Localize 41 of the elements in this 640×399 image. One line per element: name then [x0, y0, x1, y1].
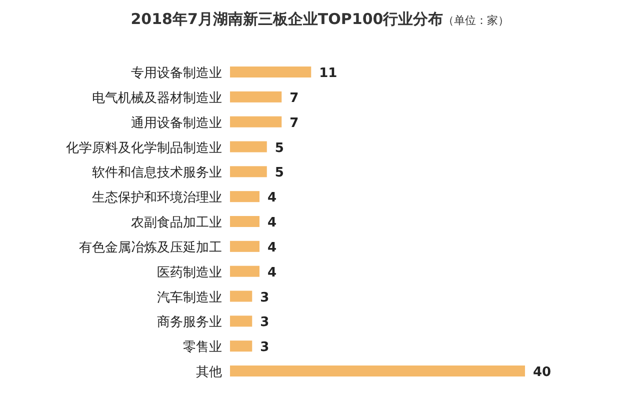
bar	[230, 191, 260, 202]
data-label: 4	[268, 216, 277, 230]
bar	[230, 141, 267, 152]
bar	[230, 240, 260, 252]
data-label: 40	[533, 365, 552, 380]
chart-title: 2018年7月湖南新三板企业TOP100行业分布	[130, 10, 444, 28]
y-tick-label: 电气机械及器材制造业	[92, 90, 222, 106]
bar	[230, 316, 252, 327]
data-label: 11	[319, 66, 338, 81]
data-label: 4	[268, 240, 277, 256]
bar	[230, 366, 525, 376]
y-tick-label: 软件和信息技术服务业	[92, 166, 222, 181]
y-tick-label: 有色金属冶炼及压延加工	[79, 240, 222, 256]
data-label: 5	[274, 140, 284, 156]
bar	[230, 290, 252, 302]
data-label: 7	[290, 116, 299, 131]
y-tick-label: 化学原料及化学制品制造业	[66, 140, 222, 156]
y-tick-label: 汽车制造业	[157, 290, 222, 306]
data-label: 5	[274, 166, 284, 181]
chart-subtitle: （单位：家）	[443, 14, 510, 27]
bar	[230, 216, 260, 227]
data-label: 4	[268, 190, 277, 206]
y-tick-label: 专用设备制造业	[131, 66, 222, 81]
y-tick-label: 医药制造业	[157, 265, 222, 280]
y-tick-label: 零售业	[183, 340, 222, 356]
y-tick-label: 农副食品加工业	[131, 216, 222, 230]
bar	[230, 66, 312, 78]
bar	[230, 91, 282, 102]
bar	[230, 116, 282, 128]
y-tick-label: 其他	[196, 365, 222, 380]
bar	[230, 340, 252, 352]
data-label: 7	[290, 90, 299, 106]
data-label: 3	[260, 340, 270, 356]
data-label: 3	[260, 290, 270, 306]
y-tick-label: 商务服务业	[157, 315, 222, 330]
y-tick-label: 通用设备制造业	[131, 116, 222, 131]
bar	[230, 166, 267, 178]
data-label: 3	[260, 315, 270, 330]
data-label: 4	[268, 265, 277, 280]
y-tick-label: 生态保护和环境治理业	[92, 190, 222, 206]
bar	[230, 266, 260, 277]
